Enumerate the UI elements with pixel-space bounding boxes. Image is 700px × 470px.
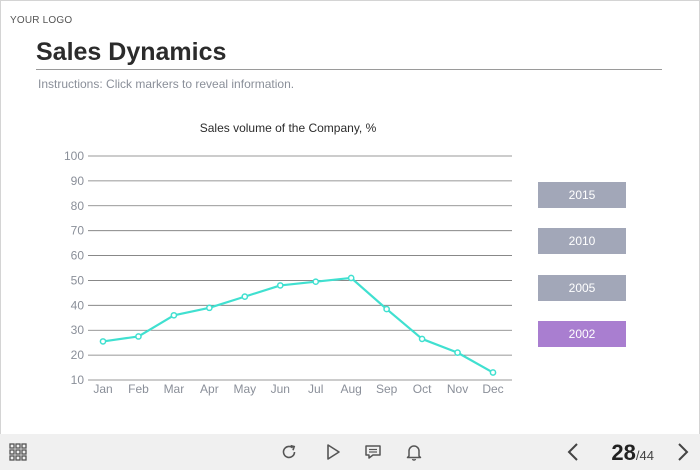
x-tick-label: Nov <box>447 382 468 396</box>
grid-menu-icon[interactable] <box>8 434 28 470</box>
page-current: 28 <box>611 440 636 465</box>
data-point-marker[interactable] <box>489 369 497 376</box>
x-tick-label: Jul <box>308 382 323 396</box>
data-point-marker[interactable] <box>383 305 390 313</box>
page-counter: 28 / 44 <box>611 440 654 466</box>
y-tick-label: 100 <box>64 149 84 163</box>
x-tick-label: Oct <box>413 382 432 396</box>
chevron-right-icon[interactable] <box>672 434 694 470</box>
y-tick-label: 50 <box>71 273 85 287</box>
legend-button-2010[interactable]: 2010 <box>538 228 626 254</box>
y-tick-label: 60 <box>71 249 85 263</box>
data-point-marker[interactable] <box>312 278 320 286</box>
x-tick-label: May <box>233 382 256 396</box>
sales-line-chart: 10 20 30 40 50 60 70 80 90 100 Jan Feb Mar Apr May Jun J… <box>64 149 512 396</box>
legend-button-2015[interactable]: 2015 <box>538 182 626 208</box>
data-point-marker[interactable] <box>276 282 284 289</box>
x-tick-label: Dec <box>482 382 503 396</box>
logo: YOUR LOGO <box>10 15 73 26</box>
x-tick-label: Jan <box>93 382 112 396</box>
x-tick-label: Mar <box>164 382 185 396</box>
data-point-marker[interactable] <box>135 333 142 340</box>
bell-icon[interactable] <box>403 434 425 470</box>
data-point-marker[interactable] <box>241 293 249 300</box>
chart-title: Sales volume of the Company, % <box>199 121 377 135</box>
data-point-marker[interactable] <box>170 311 178 319</box>
x-tick-label: Sep <box>376 382 398 396</box>
player-toolbar: 28 / 44 <box>0 434 700 470</box>
page-title: Sales Dynamics <box>36 38 227 66</box>
data-point-marker[interactable] <box>454 349 461 356</box>
data-point-marker[interactable] <box>99 338 107 345</box>
replay-icon[interactable] <box>278 434 300 470</box>
instructions-text: Instructions: Click markers to reveal in… <box>38 77 295 91</box>
legend-button-2005[interactable]: 2005 <box>538 275 626 301</box>
series-line <box>102 276 494 374</box>
x-tick-label: Jun <box>271 382 290 396</box>
page-separator: / <box>635 448 640 463</box>
data-point-marker[interactable] <box>418 335 426 343</box>
y-tick-label: 80 <box>71 199 85 213</box>
y-tick-label: 70 <box>71 224 85 238</box>
y-tick-label: 20 <box>71 348 85 362</box>
data-point-marker[interactable] <box>347 274 355 282</box>
x-tick-label: Feb <box>128 382 149 396</box>
x-tick-label: Apr <box>200 382 219 396</box>
chevron-left-icon[interactable] <box>562 434 584 470</box>
page-total: 44 <box>639 448 654 463</box>
play-icon[interactable] <box>322 434 344 470</box>
y-tick-label: 30 <box>71 323 85 337</box>
legend-button-2002[interactable]: 2002 <box>538 321 626 347</box>
data-point-marker[interactable] <box>206 304 213 312</box>
y-tick-label: 10 <box>71 373 85 387</box>
title-divider <box>36 69 662 70</box>
notes-icon[interactable] <box>362 434 384 470</box>
y-tick-label: 90 <box>71 174 85 188</box>
x-tick-label: Aug <box>341 382 362 396</box>
y-tick-label: 40 <box>71 298 85 312</box>
